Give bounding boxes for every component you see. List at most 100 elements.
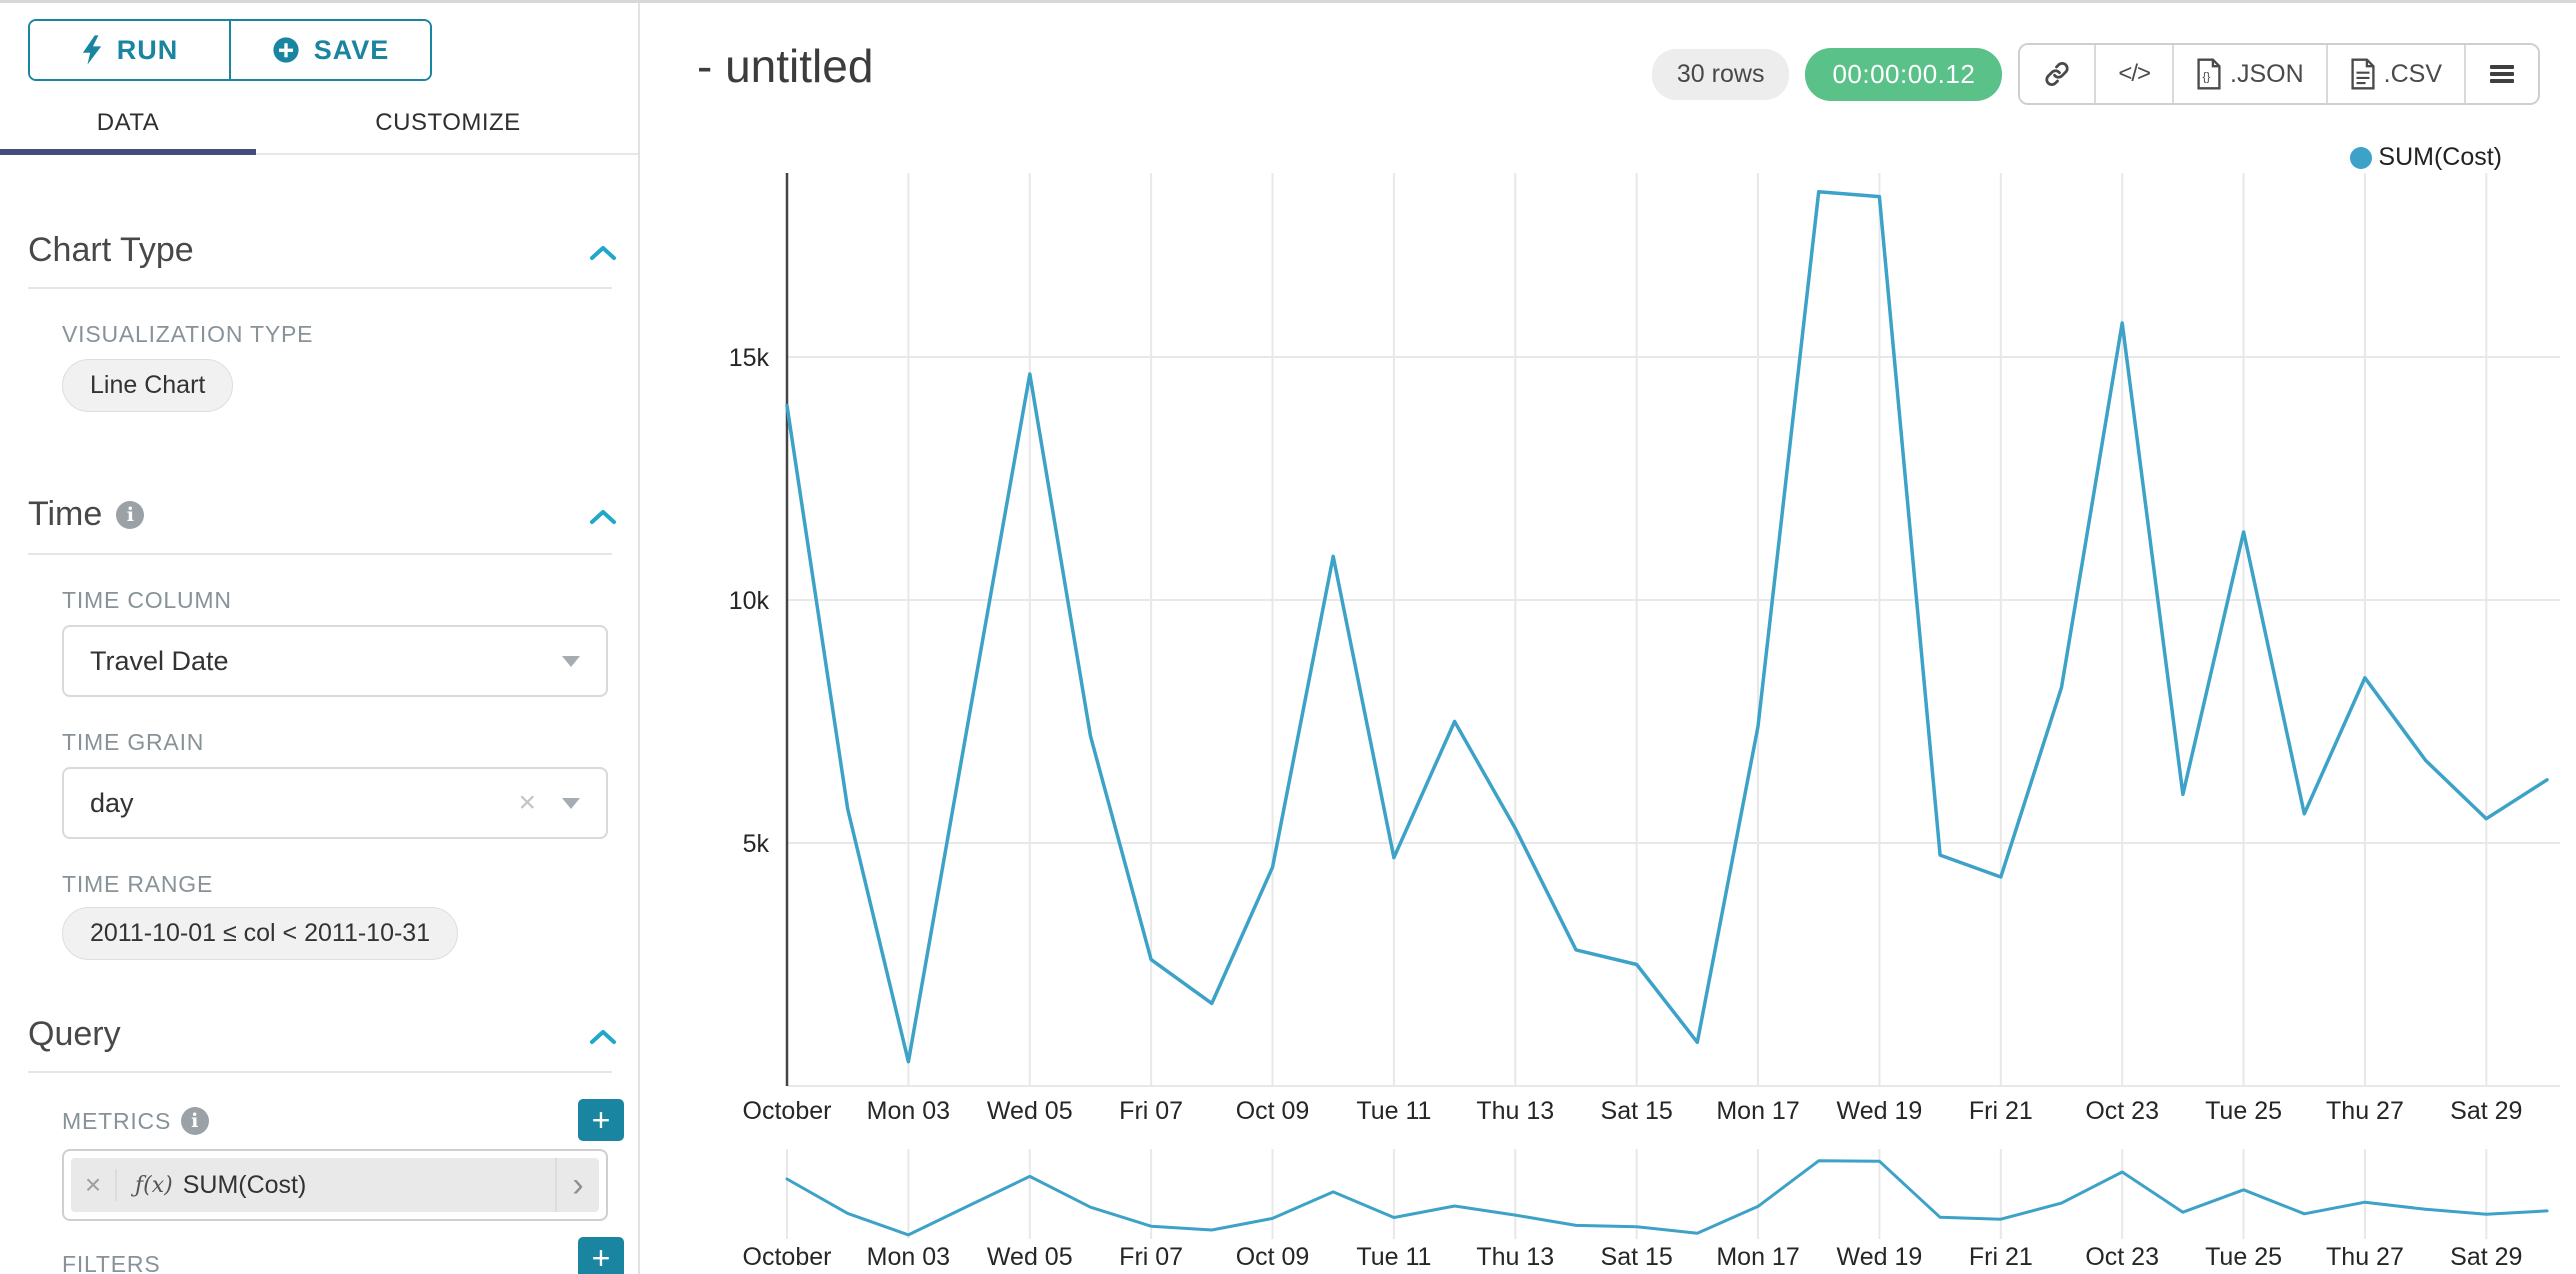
lightning-bolt-icon [82,35,101,65]
viz-type-value-pill[interactable]: Line Chart [62,359,234,412]
chart-menu-button[interactable] [2466,45,2538,103]
metric-pill-sum-cost[interactable]: × ƒ(x) SUM(Cost) › [71,1158,599,1212]
svg-text:Oct 09: Oct 09 [1236,1097,1310,1125]
svg-text:Thu 13: Thu 13 [1476,1097,1554,1125]
export-json-button[interactable]: {} .JSON [2174,45,2328,103]
tab-data-label: DATA [96,109,160,136]
svg-text:Mon 03: Mon 03 [867,1243,950,1271]
svg-text:Oct 23: Oct 23 [2085,1243,2159,1271]
chart-type-heading: Chart Type [28,231,194,269]
info-icon: i [116,500,145,529]
control-panel-sidebar: RUN SAVE DATA CUSTOMIZE Chart Type [0,3,640,1274]
chevron-up-icon[interactable] [588,507,618,527]
tab-customize-label: CUSTOMIZE [375,109,521,136]
run-button[interactable]: RUN [30,21,231,79]
svg-text:Mon 03: Mon 03 [867,1097,950,1125]
caret-down-icon [562,655,580,667]
csv-file-icon [2351,58,2375,90]
plus-icon: + [591,1240,611,1274]
short-url-button[interactable] [2020,45,2097,103]
metrics-label: METRICS i [62,1107,210,1135]
link-icon [2045,62,2069,86]
svg-text:Fri 21: Fri 21 [1969,1243,2033,1271]
time-heading: Time [28,495,103,533]
time-column-value: Travel Date [90,645,229,676]
svg-text:Mon 17: Mon 17 [1716,1243,1799,1271]
tab-customize[interactable]: CUSTOMIZE [256,93,638,153]
svg-text:Thu 13: Thu 13 [1476,1243,1554,1271]
section-chart-type-title: Chart Type [28,231,194,270]
chevron-right-icon[interactable]: › [555,1158,599,1212]
chevron-up-icon[interactable] [588,1027,618,1047]
line-chart: 5k 10k 15k October October Mon 03 Mon 03 Wed 05… [729,173,2560,1271]
chevron-up-icon[interactable] [588,243,618,263]
visualization-type-label: VISUALIZATION TYPE [62,321,314,347]
svg-text:October: October [743,1243,832,1271]
json-file-icon: {} [2197,58,2221,90]
svg-text:Tue 11: Tue 11 [1356,1243,1431,1271]
chart-header: - untitled 30 rows 00:00:00.12 </> [640,3,2576,133]
svg-text:Sat 29: Sat 29 [2450,1243,2522,1271]
svg-text:Fri 07: Fri 07 [1119,1243,1183,1271]
svg-text:Sat 15: Sat 15 [1601,1097,1673,1125]
svg-text:Tue 25: Tue 25 [2205,1097,2282,1125]
svg-text:Tue 25: Tue 25 [2205,1243,2282,1271]
legend-series-dot [2350,146,2373,169]
svg-text:Tue 11: Tue 11 [1356,1097,1431,1125]
chart-title[interactable]: - untitled [697,40,874,92]
svg-text:{}: {} [2203,71,2211,84]
clear-icon[interactable]: × [518,786,536,819]
divider [28,287,612,289]
divider [28,553,612,555]
time-range-label: TIME RANGE [62,871,214,897]
svg-text:Fri 21: Fri 21 [1969,1097,2033,1125]
query-timer-badge: 00:00:00.12 [1805,47,2003,101]
add-metric-button[interactable]: + [578,1099,624,1141]
save-button-label: SAVE [313,34,390,65]
metric-label: SUM(Cost) [182,1170,307,1199]
header-actions: 30 rows 00:00:00.12 </> {} [1651,43,2540,105]
svg-text:10k: 10k [729,587,770,615]
remove-metric-icon[interactable]: × [71,1169,117,1201]
filters-label: FILTERS [62,1251,161,1274]
svg-text:Oct 23: Oct 23 [2085,1097,2159,1125]
view-query-button[interactable]: </> [2096,45,2175,103]
time-column-label: TIME COLUMN [62,587,232,613]
plus-icon: + [591,1102,611,1138]
save-button[interactable]: SAVE [231,21,430,79]
svg-text:Oct 09: Oct 09 [1236,1243,1310,1271]
svg-text:Sat 15: Sat 15 [1601,1243,1673,1271]
time-grain-label: TIME GRAIN [62,729,205,755]
metrics-container: × ƒ(x) SUM(Cost) › [62,1149,608,1221]
caret-down-icon [562,797,580,809]
info-icon: i [181,1107,210,1135]
fx-icon: ƒ(x) [135,1172,173,1198]
export-json-label: .JSON [2230,59,2304,88]
section-time-title: Time i [28,495,145,534]
time-grain-select[interactable]: day × [62,767,608,839]
svg-text:Thu 27: Thu 27 [2326,1097,2404,1125]
svg-text:15k: 15k [729,344,770,372]
viz-type-value: Line Chart [90,371,206,399]
add-filter-button[interactable]: + [578,1237,624,1274]
export-csv-label: .CSV [2383,59,2442,88]
svg-text:Fri 07: Fri 07 [1119,1097,1183,1125]
time-range-value-pill[interactable]: 2011-10-01 ≤ col < 2011-10-31 [62,907,459,960]
section-query-title: Query [28,1015,121,1054]
time-column-select[interactable]: Travel Date [62,625,608,697]
row-count-badge: 30 rows [1651,48,1790,100]
code-icon: </> [2118,60,2151,87]
divider [28,1071,612,1073]
svg-text:Wed 05: Wed 05 [987,1097,1073,1125]
chart-legend[interactable]: SUM(Cost) [2350,143,2502,172]
svg-text:5k: 5k [743,830,770,858]
export-csv-button[interactable]: .CSV [2327,45,2466,103]
svg-text:Mon 17: Mon 17 [1716,1097,1799,1125]
tab-data[interactable]: DATA [0,93,256,155]
export-button-group: </> {} .JSON [2018,43,2540,105]
svg-text:Wed 19: Wed 19 [1837,1097,1923,1125]
run-button-label: RUN [116,34,179,65]
legend-series-label: SUM(Cost) [2378,143,2502,171]
panel-tabs: DATA CUSTOMIZE [0,93,638,155]
